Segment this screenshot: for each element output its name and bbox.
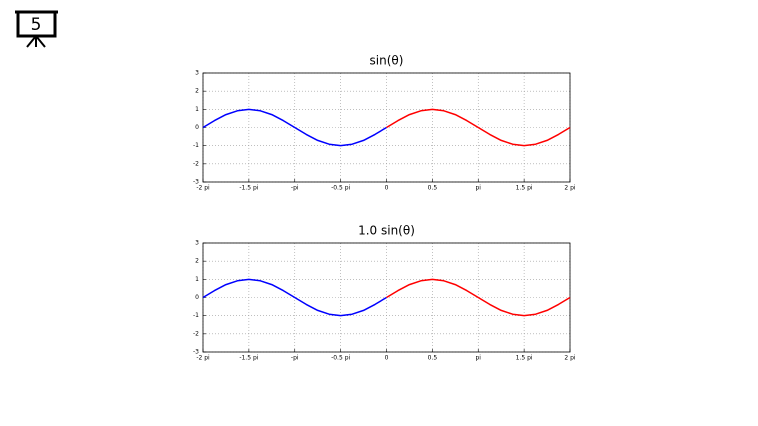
line-series [202,108,387,147]
y-tick-label: 0 [195,124,199,131]
x-tick-label: 2 pi [564,185,576,192]
y-tick-label: -1 [193,312,199,319]
x-tick-label: 0.5 [428,185,438,192]
x-tick-label: 0 [385,185,389,192]
x-tick-label: -1.5 pi [239,185,258,192]
y-tick-label: 2 [195,88,199,95]
x-tick-label: 0.5 [428,355,438,362]
x-tick-label: -pi [291,185,299,192]
y-tick-label: -1 [193,142,199,149]
x-tick-label: -0.5 pi [331,355,350,362]
line-series [386,278,571,317]
y-tick-label: -2 [193,160,199,167]
slide-number-icon: 5 [15,10,58,48]
line-series [202,278,387,317]
x-tick-label: pi [476,185,482,192]
x-tick-label: -0.5 pi [331,185,350,192]
x-tick-label: 2 pi [564,355,576,362]
x-tick-label: -1.5 pi [239,355,258,362]
x-tick-label: pi [476,355,482,362]
y-tick-label: -3 [193,349,199,356]
y-tick-label: 1 [195,276,199,283]
x-tick-label: -2 pi [196,355,210,362]
y-tick-label: -2 [193,330,199,337]
y-tick-label: 1 [195,106,199,113]
chart-title: sin(θ) [370,54,404,68]
x-tick-label: 1.5 pi [516,185,533,192]
line-series [386,108,571,147]
x-tick-label: -2 pi [196,185,210,192]
x-tick-label: 0 [385,355,389,362]
y-tick-label: -3 [193,179,199,186]
y-tick-label: 3 [195,240,199,247]
x-tick-label: -pi [291,355,299,362]
slide-number: 5 [31,15,42,35]
y-tick-label: 2 [195,258,199,265]
screen-leg [35,35,46,48]
chart-title: 1.0 sin(θ) [358,224,415,238]
y-tick-label: 0 [195,294,199,301]
y-tick-label: 3 [195,70,199,77]
x-tick-label: 1.5 pi [516,355,533,362]
screen-leg [26,35,37,48]
